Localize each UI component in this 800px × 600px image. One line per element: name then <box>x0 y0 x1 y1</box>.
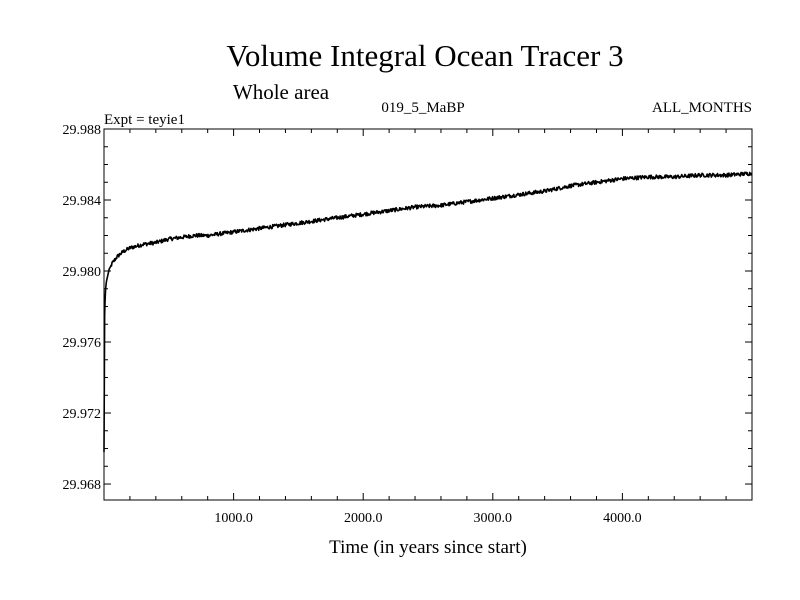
y-tick-label: 29.968 <box>63 478 102 493</box>
series-line-tracer <box>103 171 753 453</box>
y-tick-label: 29.984 <box>63 194 102 209</box>
period-label: ALL_MONTHS <box>652 100 752 116</box>
x-tick-label: 3000.0 <box>474 511 513 526</box>
x-tick-label: 1000.0 <box>214 511 253 526</box>
plot-frame <box>103 128 753 501</box>
x-axis-title: Time (in years since start) <box>329 537 527 558</box>
y-tick-label: 29.972 <box>63 407 102 422</box>
chart-title: Volume Integral Ocean Tracer 3 <box>226 38 623 73</box>
x-tick-label: 4000.0 <box>603 511 642 526</box>
y-tick-label: 29.980 <box>63 265 102 280</box>
run-label: 019_5_MaBP <box>381 100 464 116</box>
expt-label: Expt = teyie1 <box>104 112 185 128</box>
y-tick-label: 29.988 <box>63 123 102 138</box>
x-tick-label: 2000.0 <box>344 511 383 526</box>
axis-ticks <box>104 128 752 500</box>
chart-subtitle: Whole area <box>233 80 330 104</box>
tick-labels: 1000.0 2000.0 3000.0 4000.0 29.968 29.972 29.9… <box>63 123 642 526</box>
y-tick-label: 29.976 <box>63 336 102 351</box>
